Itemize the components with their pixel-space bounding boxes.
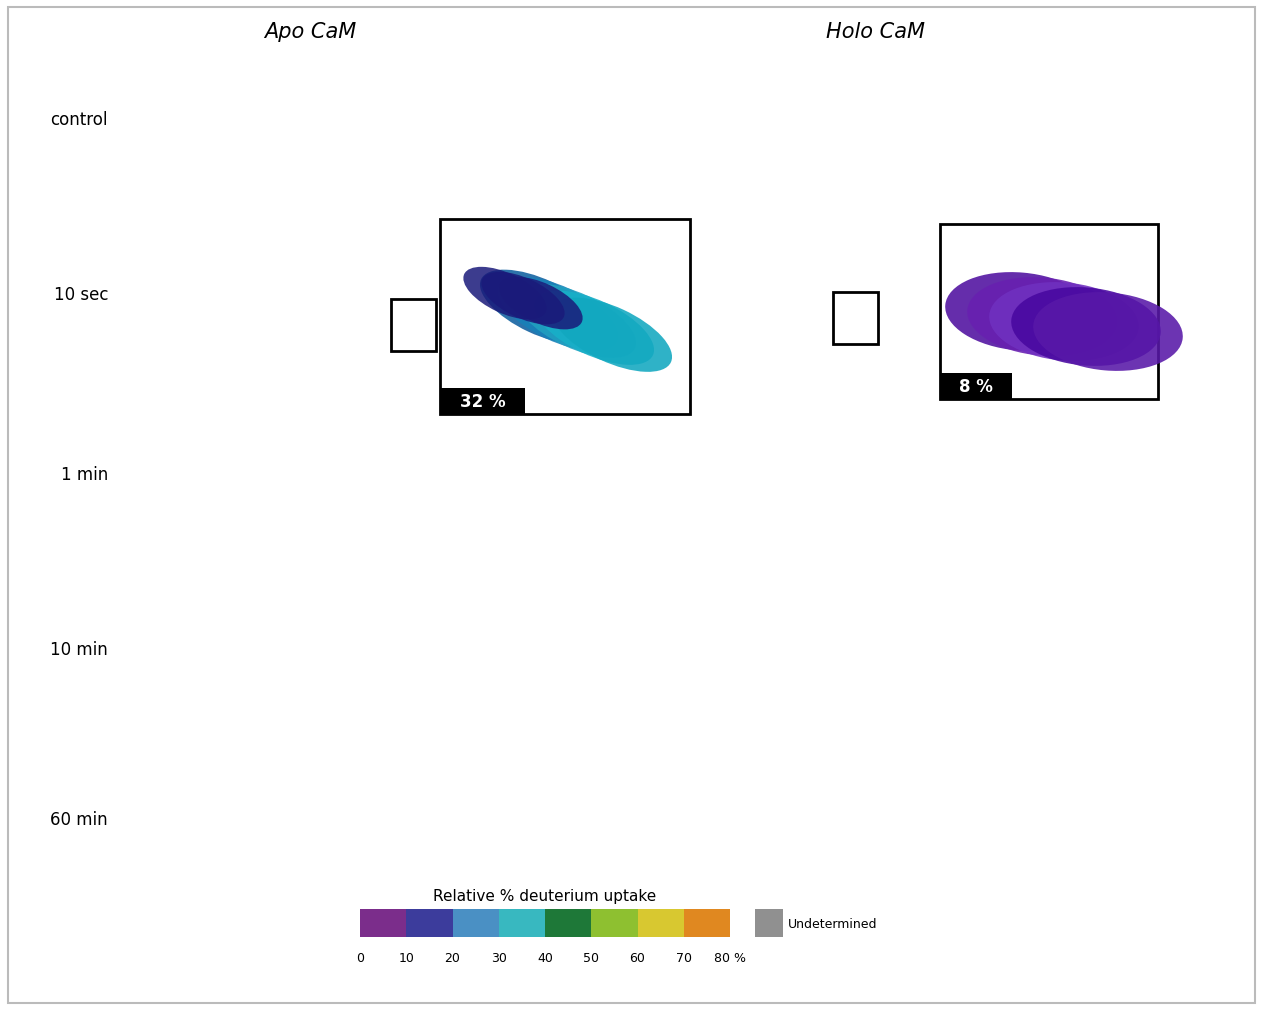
Bar — [499, 909, 546, 937]
Bar — [940, 374, 1012, 399]
Bar — [683, 909, 730, 937]
Text: Holo CaM: Holo CaM — [826, 22, 925, 42]
Text: 32 %: 32 % — [460, 392, 505, 410]
Text: 50: 50 — [584, 951, 599, 964]
Text: 0: 0 — [356, 951, 364, 964]
Bar — [940, 224, 1158, 399]
Text: 60: 60 — [629, 951, 645, 964]
Text: 8 %: 8 % — [959, 378, 993, 395]
Bar — [638, 909, 683, 937]
Text: Apo CaM: Apo CaM — [264, 22, 356, 42]
Bar — [440, 219, 690, 415]
Text: Undetermined: Undetermined — [788, 917, 878, 929]
Text: 30: 30 — [491, 951, 506, 964]
Ellipse shape — [481, 273, 565, 326]
Text: 70: 70 — [676, 951, 692, 964]
Ellipse shape — [480, 270, 600, 345]
Text: 10 sec: 10 sec — [53, 286, 109, 303]
Ellipse shape — [464, 268, 547, 320]
Text: 80 %: 80 % — [714, 951, 746, 964]
Bar — [755, 909, 783, 937]
Bar — [360, 909, 407, 937]
Bar — [591, 909, 638, 937]
Bar — [407, 909, 452, 937]
Bar — [392, 299, 436, 352]
Text: control: control — [51, 111, 109, 128]
Ellipse shape — [1033, 293, 1182, 371]
Ellipse shape — [945, 273, 1095, 352]
Text: 20: 20 — [445, 951, 461, 964]
Text: Relative % deuterium uptake: Relative % deuterium uptake — [433, 888, 657, 903]
Text: 40: 40 — [537, 951, 553, 964]
Bar — [440, 388, 525, 415]
Ellipse shape — [517, 284, 637, 359]
Ellipse shape — [552, 298, 672, 372]
Text: 1 min: 1 min — [61, 465, 109, 483]
Ellipse shape — [499, 278, 582, 330]
Bar — [834, 293, 878, 345]
Bar — [546, 909, 591, 937]
Text: 10 min: 10 min — [51, 640, 109, 658]
Ellipse shape — [967, 278, 1116, 357]
Ellipse shape — [989, 283, 1139, 362]
Ellipse shape — [1012, 288, 1161, 367]
Text: 60 min: 60 min — [51, 810, 109, 828]
Bar — [452, 909, 499, 937]
Ellipse shape — [498, 277, 618, 352]
Ellipse shape — [534, 291, 654, 366]
Text: 10: 10 — [398, 951, 414, 964]
